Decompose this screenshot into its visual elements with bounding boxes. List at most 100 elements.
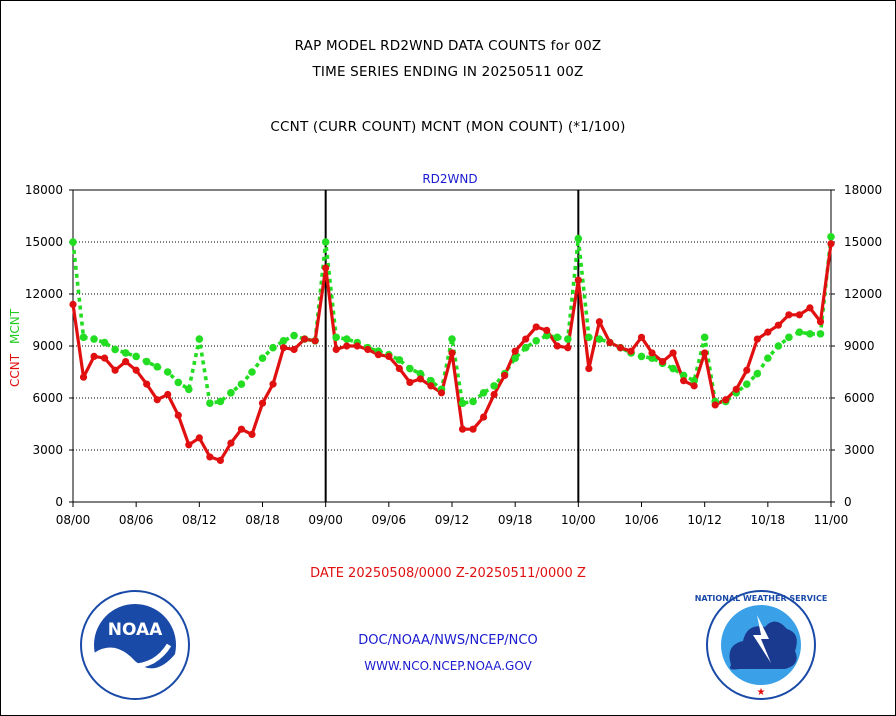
data-point-ccnt bbox=[100, 354, 109, 362]
x-tick-label: 08/18 bbox=[245, 513, 280, 527]
data-point-ccnt bbox=[301, 335, 309, 343]
x-tick-label: 10/18 bbox=[751, 513, 786, 527]
data-point-ccnt bbox=[458, 425, 467, 433]
data-point-ccnt bbox=[227, 439, 235, 447]
data-point-mcnt bbox=[237, 380, 246, 388]
data-point-mcnt bbox=[742, 380, 751, 388]
data-point-ccnt bbox=[532, 323, 540, 331]
data-point-ccnt bbox=[322, 264, 330, 272]
data-point-ccnt bbox=[174, 411, 182, 419]
data-point-mcnt bbox=[427, 376, 435, 385]
data-point-mcnt bbox=[490, 382, 498, 390]
data-point-mcnt bbox=[342, 335, 351, 343]
data-point-mcnt bbox=[174, 378, 183, 387]
data-point-mcnt bbox=[416, 369, 425, 378]
data-point-ccnt bbox=[406, 378, 414, 386]
data-point-mcnt bbox=[827, 233, 835, 241]
data-point-ccnt bbox=[374, 351, 382, 359]
data-point-mcnt bbox=[764, 354, 772, 362]
y-label-mcnt: MCNT bbox=[8, 308, 22, 344]
y-tick-label-left: 9000 bbox=[32, 339, 63, 353]
data-point-mcnt bbox=[564, 335, 572, 343]
data-point-mcnt bbox=[185, 385, 193, 394]
data-point-ccnt bbox=[637, 333, 646, 341]
data-point-ccnt bbox=[522, 335, 530, 343]
point-layer bbox=[69, 233, 835, 464]
data-point-ccnt bbox=[574, 276, 582, 284]
data-point-ccnt bbox=[806, 304, 814, 312]
data-point-ccnt bbox=[469, 425, 477, 433]
data-point-ccnt bbox=[827, 240, 835, 248]
data-point-ccnt bbox=[753, 335, 761, 343]
data-point-mcnt bbox=[100, 338, 109, 347]
series-line-mcnt bbox=[71, 236, 833, 405]
data-point-mcnt bbox=[121, 349, 130, 357]
data-point-ccnt bbox=[343, 342, 351, 350]
x-tick-label: 08/06 bbox=[119, 513, 154, 527]
data-point-ccnt bbox=[216, 456, 224, 464]
data-point-mcnt bbox=[595, 335, 604, 343]
y-tick-label-right: 12000 bbox=[844, 287, 882, 301]
data-point-ccnt bbox=[669, 349, 677, 357]
data-point-ccnt bbox=[143, 380, 151, 388]
data-point-ccnt bbox=[385, 352, 393, 360]
data-point-ccnt bbox=[90, 352, 98, 360]
x-tick-label: 10/06 bbox=[624, 513, 659, 527]
data-point-mcnt bbox=[448, 335, 456, 343]
data-point-mcnt bbox=[153, 363, 162, 371]
x-tick-label: 09/06 bbox=[372, 513, 407, 527]
data-point-mcnt bbox=[269, 343, 277, 352]
x-tick-label: 09/00 bbox=[308, 513, 343, 527]
data-point-ccnt bbox=[269, 380, 277, 388]
data-point-mcnt bbox=[132, 352, 140, 361]
data-point-mcnt bbox=[142, 357, 151, 366]
data-point-ccnt bbox=[111, 366, 119, 374]
data-point-ccnt bbox=[122, 358, 130, 366]
y-tick-label-left: 0 bbox=[55, 495, 63, 509]
data-point-ccnt bbox=[595, 318, 603, 326]
data-point-mcnt bbox=[227, 389, 235, 397]
data-point-ccnt bbox=[658, 358, 667, 366]
data-point-mcnt bbox=[574, 234, 583, 243]
data-point-mcnt bbox=[795, 328, 804, 336]
y-tick-label-right: 6000 bbox=[844, 391, 875, 405]
y-tick-label-left: 12000 bbox=[25, 287, 63, 301]
noaa-logo: NOAA bbox=[80, 590, 190, 700]
data-point-ccnt bbox=[785, 311, 793, 319]
org-label: DOC/NOAA/NWS/NCEP/NCO bbox=[358, 633, 538, 648]
data-point-mcnt bbox=[774, 342, 783, 350]
x-tick-label: 08/12 bbox=[182, 513, 217, 527]
data-point-mcnt bbox=[290, 331, 298, 340]
data-point-ccnt bbox=[553, 342, 561, 350]
data-point-mcnt bbox=[406, 364, 414, 373]
data-point-ccnt bbox=[69, 300, 77, 308]
data-point-ccnt bbox=[543, 326, 551, 334]
date-range-label: DATE 20250508/0000 Z-20250511/0000 Z bbox=[310, 566, 586, 581]
data-point-ccnt bbox=[195, 434, 203, 442]
data-point-ccnt bbox=[690, 382, 698, 390]
data-point-mcnt bbox=[700, 333, 709, 342]
noaa-logo-text: NOAA bbox=[108, 620, 163, 640]
plot-title: RD2WND bbox=[422, 172, 477, 186]
data-point-mcnt bbox=[669, 364, 677, 373]
data-point-mcnt bbox=[395, 356, 404, 364]
data-point-mcnt bbox=[585, 333, 593, 342]
data-point-ccnt bbox=[279, 344, 288, 352]
data-point-mcnt bbox=[542, 331, 551, 340]
chart-header-line3: CCNT (CURR COUNT) MCNT (MON COUNT) (*1/1… bbox=[270, 119, 626, 135]
chart-header-line2: TIME SERIES ENDING IN 20250511 00Z bbox=[312, 64, 584, 80]
data-point-ccnt bbox=[511, 347, 519, 355]
data-point-mcnt bbox=[90, 335, 98, 343]
data-point-mcnt bbox=[195, 335, 204, 343]
data-point-ccnt bbox=[132, 366, 140, 374]
y-tick-label-right: 18000 bbox=[844, 183, 882, 197]
data-point-mcnt bbox=[258, 354, 267, 362]
data-point-ccnt bbox=[311, 337, 319, 345]
x-tick-label: 09/12 bbox=[435, 513, 470, 527]
data-point-ccnt bbox=[795, 311, 804, 319]
x-tick-label: 10/00 bbox=[561, 513, 596, 527]
x-tick-label: 09/18 bbox=[498, 513, 533, 527]
x-tick-label: 11/00 bbox=[814, 513, 849, 527]
data-point-ccnt bbox=[627, 347, 635, 355]
data-point-ccnt bbox=[722, 396, 730, 404]
